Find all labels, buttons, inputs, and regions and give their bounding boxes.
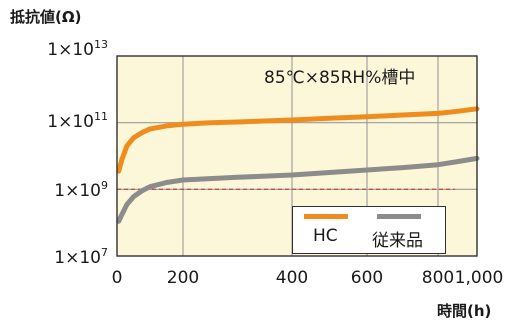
legend-swatch-hc — [304, 214, 348, 219]
y-tick-exponent: 13 — [94, 38, 108, 51]
legend-label-conventional: 従来品 — [372, 231, 423, 251]
y-tick-label: 1×107 — [8, 246, 108, 268]
y-tick-base: 1×10 — [47, 112, 94, 132]
y-tick-label: 1×1011 — [8, 110, 108, 132]
x-tick-label: 600 — [350, 268, 384, 288]
series-line-conventional — [116, 155, 480, 224]
x-tick-label: 0 — [111, 268, 123, 288]
y-axis-label: 抵抗値(Ω) — [10, 8, 82, 26]
y-tick-exponent: 9 — [101, 179, 108, 192]
x-tick-label: 1,000 — [454, 268, 504, 288]
legend-label-hc: HC — [313, 226, 338, 246]
y-tick-label: 1×1013 — [8, 38, 108, 60]
y-tick-exponent: 11 — [94, 110, 108, 123]
y-tick-base: 1×10 — [54, 181, 101, 201]
legend: HC 従来品 — [292, 206, 446, 254]
y-tick-label: 1×109 — [8, 179, 108, 201]
x-tick-label: 400 — [275, 268, 309, 288]
test-condition-annotation: 85℃×85RH%槽中 — [264, 68, 416, 88]
x-tick-label: 200 — [166, 268, 200, 288]
plot-frame — [116, 55, 478, 257]
series-line-hc — [116, 106, 480, 174]
grid-lines — [117, 56, 477, 256]
x-tick-label: 800 — [421, 268, 455, 288]
y-tick-exponent: 7 — [101, 246, 108, 259]
x-axis-label: 時間(h) — [437, 302, 492, 320]
y-tick-base: 1×10 — [47, 40, 94, 60]
legend-swatch-conventional — [377, 214, 421, 219]
y-tick-base: 1×10 — [54, 248, 101, 268]
series-lines — [116, 106, 480, 224]
